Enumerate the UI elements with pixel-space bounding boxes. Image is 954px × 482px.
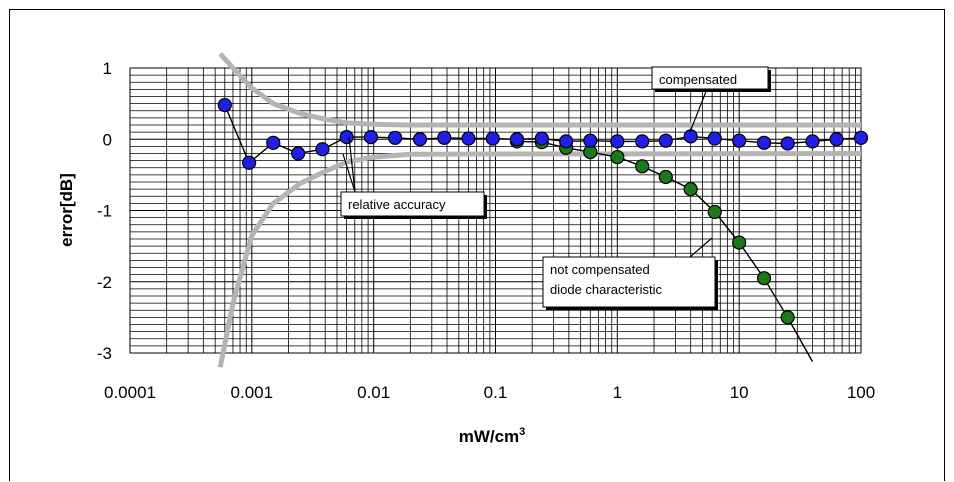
y-tick-label: 0 bbox=[103, 130, 112, 149]
data-point-compensated bbox=[829, 132, 844, 147]
data-point-compensated bbox=[610, 134, 625, 149]
data-point-compensated bbox=[242, 155, 257, 170]
x-tick-label: 0.1 bbox=[484, 383, 508, 402]
x-tick-label: 1 bbox=[613, 383, 622, 402]
y-tick-label: -3 bbox=[97, 344, 112, 363]
data-point-not-compensated bbox=[683, 182, 698, 197]
callout-leader-accuracy bbox=[348, 136, 356, 193]
data-point-not-compensated bbox=[610, 149, 625, 165]
x-tick-label: 0.01 bbox=[357, 383, 390, 402]
callout-leader-accuracy bbox=[342, 153, 356, 193]
callout-box-diode bbox=[542, 256, 716, 308]
data-point-not-compensated bbox=[658, 169, 673, 185]
series-line-extension-not-compensated bbox=[786, 317, 814, 362]
data-point-compensated bbox=[780, 136, 795, 151]
callout-leader-compensated bbox=[689, 88, 708, 133]
y-tick-label: 1 bbox=[103, 59, 112, 78]
grid bbox=[129, 67, 862, 354]
callout-leader-diode bbox=[689, 237, 713, 258]
data-point-compensated bbox=[388, 130, 403, 145]
chart-frame bbox=[9, 9, 945, 481]
data-point-not-compensated bbox=[732, 235, 747, 250]
data-point-compensated bbox=[583, 133, 598, 148]
data-point-compensated bbox=[461, 131, 476, 146]
x-tick-label: 0.0001 bbox=[104, 383, 156, 402]
data-point-compensated bbox=[756, 135, 772, 150]
data-point-not-compensated bbox=[756, 271, 772, 286]
accuracy-band-lower bbox=[217, 151, 862, 368]
data-point-compensated bbox=[534, 131, 549, 146]
data-point-compensated bbox=[509, 132, 525, 147]
data-point-compensated bbox=[485, 131, 500, 146]
callouts: compensated relative accuracy not compensa… bbox=[340, 66, 771, 310]
data-point-compensated bbox=[266, 135, 281, 150]
data-point-compensated bbox=[658, 133, 673, 148]
plot-border bbox=[129, 67, 862, 354]
x-axis-title: mW/cm3 bbox=[459, 426, 526, 446]
callout-box-accuracy bbox=[340, 191, 485, 217]
data-point-compensated bbox=[732, 133, 747, 148]
x-tick-label: 0.001 bbox=[231, 383, 274, 402]
accuracy-bands bbox=[217, 52, 862, 368]
data-point-compensated bbox=[805, 134, 820, 149]
data-point-compensated bbox=[853, 130, 869, 145]
data-point-not-compensated bbox=[780, 310, 795, 325]
callout-label-diode: not compensated bbox=[550, 262, 650, 277]
data-point-compensated bbox=[339, 130, 354, 145]
callout-label-compensated: compensated bbox=[659, 72, 737, 87]
x-tick-label: 10 bbox=[730, 383, 749, 402]
y-tick-label: -1 bbox=[97, 202, 112, 221]
callout-label-diode: diode characteristic bbox=[550, 282, 662, 297]
data-point-compensated bbox=[412, 132, 428, 147]
data-point-compensated bbox=[291, 146, 306, 161]
callout-label-accuracy: relative accuracy bbox=[348, 197, 446, 212]
y-tick-label: -2 bbox=[97, 273, 112, 292]
data-point-compensated bbox=[559, 134, 574, 149]
data-point-compensated bbox=[707, 131, 722, 146]
x-axis-title-main: mW/cm bbox=[459, 427, 519, 446]
callout-box-compensated bbox=[651, 66, 769, 90]
data-point-compensated bbox=[363, 130, 379, 145]
y-axis-title: error[dB] bbox=[57, 173, 76, 247]
series-layer bbox=[217, 97, 869, 362]
x-tick-label: 100 bbox=[847, 383, 875, 402]
data-point-compensated bbox=[437, 130, 452, 145]
x-axis-title-superscript: 3 bbox=[519, 426, 525, 438]
data-point-compensated bbox=[315, 142, 330, 157]
data-point-not-compensated bbox=[707, 204, 722, 220]
data-point-compensated bbox=[635, 134, 650, 149]
accuracy-band-upper bbox=[218, 52, 861, 128]
data-point-compensated bbox=[217, 97, 232, 113]
data-point-not-compensated bbox=[635, 159, 650, 174]
